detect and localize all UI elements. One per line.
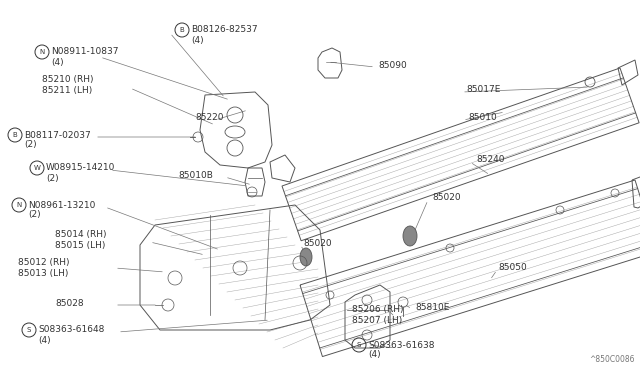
- Text: 85810E: 85810E: [415, 302, 449, 311]
- Text: 85206 (RH)
85207 (LH): 85206 (RH) 85207 (LH): [352, 305, 403, 325]
- Text: 85014 (RH)
85015 (LH): 85014 (RH) 85015 (LH): [55, 230, 106, 250]
- Text: 85020: 85020: [303, 238, 332, 247]
- Text: W: W: [33, 165, 40, 171]
- Text: 85050: 85050: [498, 263, 527, 273]
- Text: (2): (2): [24, 141, 36, 150]
- Text: 85028: 85028: [55, 298, 84, 308]
- Text: 85240: 85240: [476, 155, 504, 164]
- Text: S08363-61638: S08363-61638: [368, 340, 435, 350]
- Text: B08126-82537: B08126-82537: [191, 26, 258, 35]
- Text: S08363-61648: S08363-61648: [38, 326, 104, 334]
- Text: 85017E: 85017E: [466, 86, 500, 94]
- Ellipse shape: [300, 248, 312, 266]
- Text: B08117-02037: B08117-02037: [24, 131, 91, 140]
- Text: (4): (4): [38, 336, 51, 344]
- Text: (4): (4): [368, 350, 381, 359]
- Text: B: B: [180, 27, 184, 33]
- Text: 85220: 85220: [195, 113, 223, 122]
- Text: (2): (2): [46, 173, 59, 183]
- Text: S: S: [27, 327, 31, 333]
- Text: (2): (2): [28, 211, 40, 219]
- Text: 85020: 85020: [432, 193, 461, 202]
- Text: 85090: 85090: [378, 61, 407, 70]
- Text: 85210 (RH)
85211 (LH): 85210 (RH) 85211 (LH): [42, 75, 93, 95]
- Text: N: N: [17, 202, 22, 208]
- Text: N08961-13210: N08961-13210: [28, 201, 95, 209]
- Text: 85010: 85010: [468, 113, 497, 122]
- Text: ^850C0086: ^850C0086: [589, 355, 635, 364]
- Text: (4): (4): [51, 58, 63, 67]
- Text: S: S: [357, 342, 361, 348]
- Text: W08915-14210: W08915-14210: [46, 164, 115, 173]
- Text: 85010B: 85010B: [178, 170, 213, 180]
- Text: 85012 (RH)
85013 (LH): 85012 (RH) 85013 (LH): [18, 258, 70, 278]
- Ellipse shape: [403, 226, 417, 246]
- Text: N: N: [40, 49, 45, 55]
- Text: N08911-10837: N08911-10837: [51, 48, 118, 57]
- Text: (4): (4): [191, 35, 204, 45]
- Text: B: B: [13, 132, 17, 138]
